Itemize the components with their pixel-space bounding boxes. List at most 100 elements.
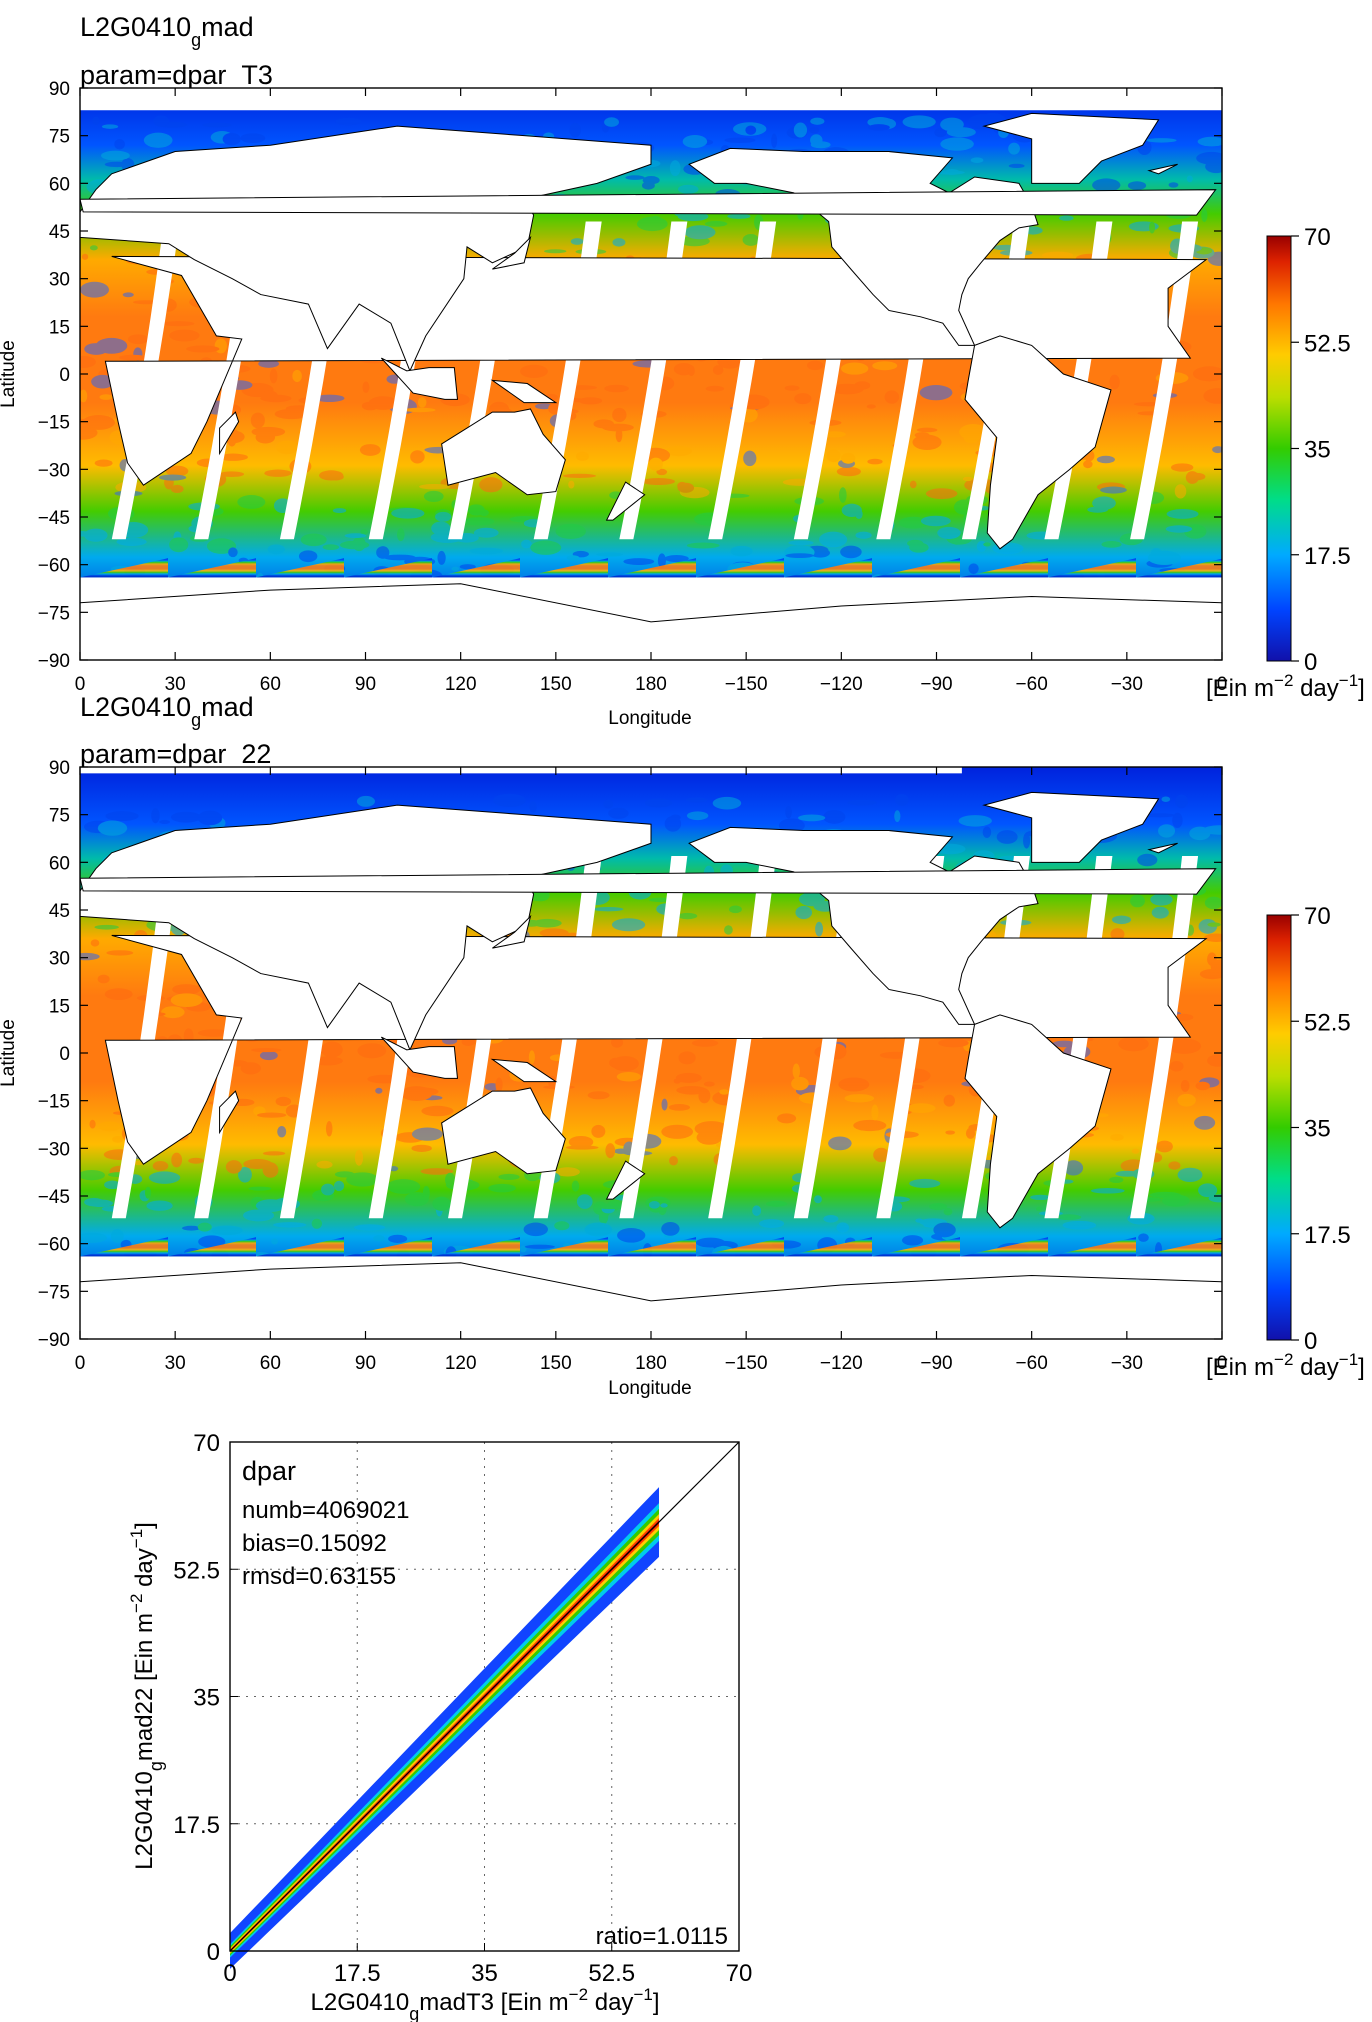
lon-tick-label: 60 xyxy=(260,1353,281,1374)
x-tick-label: 70 xyxy=(726,1960,753,1987)
x-tick-label: 17.5 xyxy=(334,1960,381,1987)
lon-tick-label: −30 xyxy=(1111,674,1143,695)
scatter-variable-label: dpar xyxy=(242,1456,296,1486)
lat-tick-label: 90 xyxy=(49,758,70,779)
colorbar-tick-label: 35 xyxy=(1304,437,1331,464)
scatter-y-label: L2G0410gmad22 [Ein m−2 day−1] xyxy=(127,1522,166,1870)
colorbar-tick-label: 52.5 xyxy=(1304,1009,1351,1036)
lat-tick-label: −15 xyxy=(38,413,70,434)
y-axis-label: Latitude xyxy=(0,340,19,408)
scatter-ticks: 00 17.5 17.5 35 35 52.5 52.5 70 70 xyxy=(173,1430,752,1987)
stat-rmsd: rmsd=0.63155 xyxy=(242,1563,396,1590)
lat-tick-label: 60 xyxy=(49,853,70,874)
x-axis-label: Longitude xyxy=(608,708,691,729)
lat-tick-label: 90 xyxy=(49,79,70,100)
continents xyxy=(80,112,1222,660)
lat-tick-label: 15 xyxy=(49,996,70,1017)
lat-tick-label: −90 xyxy=(38,1330,70,1351)
lat-tick-label: −30 xyxy=(38,1139,70,1160)
stat-numb: numb=4069021 xyxy=(242,1497,409,1524)
colorbar-units: [Ein m−2 day−1] xyxy=(1206,1350,1365,1381)
lat-tick-label: 75 xyxy=(49,806,70,827)
colorbar-tick-label: 17.5 xyxy=(1304,1222,1351,1249)
lon-tick-label: 0 xyxy=(1217,1353,1228,1374)
lat-tick-label: 60 xyxy=(49,174,70,195)
lat-tick-label: 45 xyxy=(49,222,70,243)
lat-tick-label: −30 xyxy=(38,460,70,481)
colorbar-units: [Ein m−2 day−1] xyxy=(1206,671,1365,702)
colorbar-ticks: 70 52.5 35 17.5 0 xyxy=(1291,903,1351,1355)
stat-bias: bias=0.15092 xyxy=(242,1530,387,1557)
lat-tick-label: 30 xyxy=(49,270,70,291)
lon-tick-label: −120 xyxy=(820,1353,863,1374)
lat-tick-label: −60 xyxy=(38,1235,70,1256)
lon-tick-label: −90 xyxy=(920,1353,952,1374)
lon-tick-label: 0 xyxy=(75,674,86,695)
lat-tick-label: −75 xyxy=(38,603,70,624)
y-tick-label: 52.5 xyxy=(173,1557,220,1584)
longitude-ticks: 0 30 60 90 120 150 180 −150 −120 −90 −60 −30 0 xyxy=(75,767,1228,1374)
colorbar xyxy=(1266,235,1292,662)
continents xyxy=(80,791,1222,1339)
lon-tick-label: 60 xyxy=(260,674,281,695)
x-tick-label: 35 xyxy=(471,1960,498,1987)
lon-tick-label: 180 xyxy=(635,1353,667,1374)
y-tick-label: 35 xyxy=(193,1685,220,1712)
scatter-panel: 00 17.5 17.5 35 35 52.5 52.5 70 70 dpar numb=406… xyxy=(127,1430,752,2022)
lat-tick-label: 45 xyxy=(49,901,70,922)
latitude-ticks: 90 75 60 45 30 15 0 −15 −30 −45 −60 −75 −90 xyxy=(38,79,1222,672)
ocean-color-map xyxy=(80,88,1222,660)
y-tick-label: 70 xyxy=(193,1430,220,1457)
lon-tick-label: −90 xyxy=(920,674,952,695)
panel-title-line1: L2G0410gmad xyxy=(80,692,254,730)
lon-tick-label: 150 xyxy=(540,1353,572,1374)
lat-tick-label: −45 xyxy=(38,508,70,529)
y-axis-label: Latitude xyxy=(0,1019,19,1087)
colorbar-tick-label: 70 xyxy=(1304,903,1331,930)
lon-tick-label: 120 xyxy=(445,1353,477,1374)
lon-tick-label: 90 xyxy=(355,1353,376,1374)
colorbar-tick-label: 0 xyxy=(1304,649,1317,676)
lon-tick-label: 30 xyxy=(165,1353,186,1374)
panel-title-line2: param=dpar_T3 xyxy=(80,60,273,90)
one-to-one-line xyxy=(229,1441,740,1952)
lon-tick-label: 180 xyxy=(635,674,667,695)
y-tick-label: 0 xyxy=(207,1939,220,1966)
lat-tick-label: −90 xyxy=(38,651,70,672)
lat-tick-label: 0 xyxy=(59,1044,70,1065)
lat-tick-label: 75 xyxy=(49,127,70,148)
colorbar-tick-label: 17.5 xyxy=(1304,543,1351,570)
lon-tick-label: −30 xyxy=(1111,1353,1143,1374)
colorbar-ticks: 70 52.5 35 17.5 0 xyxy=(1291,224,1351,676)
lon-tick-label: 0 xyxy=(75,1353,86,1374)
lon-tick-label: 90 xyxy=(355,674,376,695)
lat-tick-label: −15 xyxy=(38,1092,70,1113)
colorbar-tick-label: 70 xyxy=(1304,224,1331,251)
scatter-grid xyxy=(230,1442,739,1951)
lat-tick-label: 0 xyxy=(59,365,70,386)
x-tick-label: 52.5 xyxy=(588,1960,635,1987)
lon-tick-label: 150 xyxy=(540,674,572,695)
scatter-point-cloud xyxy=(230,1487,660,1969)
scatter-x-label: L2G0410gmadT3 [Ein m−2 day−1] xyxy=(311,1985,660,2022)
lat-tick-label: −45 xyxy=(38,1187,70,1208)
lon-tick-label: 120 xyxy=(445,674,477,695)
lon-tick-label: 0 xyxy=(1217,674,1228,695)
colorbar xyxy=(1266,914,1292,1341)
lon-tick-label: −120 xyxy=(820,674,863,695)
x-axis-label: Longitude xyxy=(608,1378,691,1399)
ocean-color-map xyxy=(80,767,1222,1339)
colorbar-tick-label: 35 xyxy=(1304,1116,1331,1143)
panel-title-line2: param=dpar_22 xyxy=(80,739,271,769)
colorbar-tick-label: 0 xyxy=(1304,1328,1317,1355)
lon-tick-label: −150 xyxy=(725,1353,768,1374)
colorbar-tick-label: 52.5 xyxy=(1304,330,1351,357)
lon-tick-label: −60 xyxy=(1016,1353,1048,1374)
lon-tick-label: 30 xyxy=(165,674,186,695)
x-tick-label: 0 xyxy=(223,1960,236,1987)
stat-ratio: ratio=1.0115 xyxy=(596,1923,728,1950)
lat-tick-label: 15 xyxy=(49,317,70,338)
lat-tick-label: −75 xyxy=(38,1282,70,1303)
lat-tick-label: −60 xyxy=(38,556,70,577)
